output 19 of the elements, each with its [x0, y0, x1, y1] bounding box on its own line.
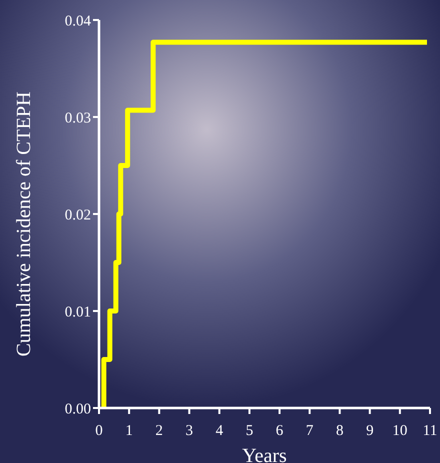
x-tick-label: 1 — [125, 423, 133, 439]
x-tick-label: 3 — [186, 423, 194, 439]
x-axis-title: Years — [242, 445, 288, 463]
x-tick-label: 6 — [276, 423, 284, 439]
x-tick-label: 7 — [306, 423, 314, 439]
y-axis-title: Cumulative incidence of CTEPH — [13, 92, 35, 356]
x-tick-label: 4 — [216, 423, 224, 439]
y-tick-label: 0.02 — [64, 207, 91, 224]
y-tick-label: 0.00 — [64, 401, 91, 418]
x-tick-label: 10 — [392, 423, 408, 439]
y-tick-label: 0.04 — [64, 13, 92, 30]
x-tick-label: 11 — [422, 423, 438, 439]
y-tick-label: 0.03 — [64, 110, 91, 126]
x-tick-label: 8 — [336, 423, 344, 439]
x-tick-label: 0 — [95, 423, 103, 439]
x-tick-label: 5 — [246, 423, 254, 439]
x-tick-label: 9 — [366, 423, 374, 439]
y-tick-label: 0.01 — [64, 304, 91, 320]
x-tick-label: 2 — [155, 423, 163, 439]
